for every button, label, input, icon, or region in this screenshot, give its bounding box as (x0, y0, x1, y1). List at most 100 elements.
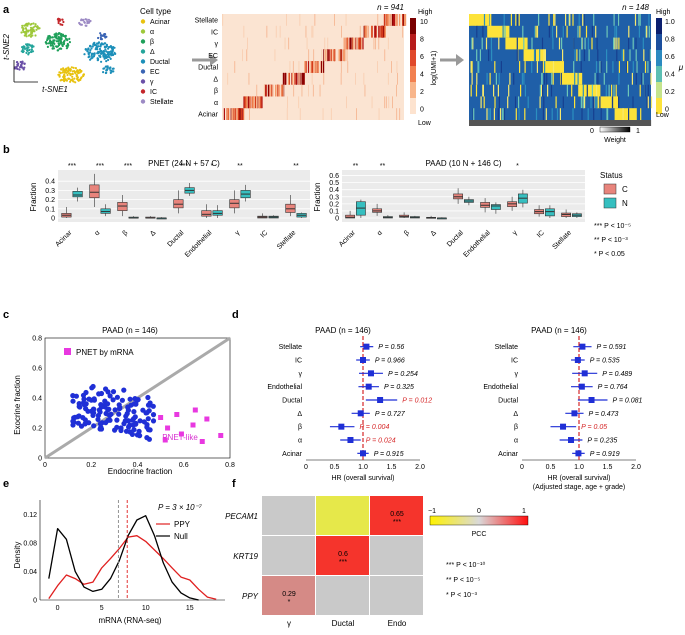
deconvolution-cell (502, 108, 504, 120)
deconvolution-cell (479, 49, 481, 62)
deconvolution-cell (647, 61, 649, 73)
significance-stars: * (211, 163, 214, 170)
paad-point (98, 390, 105, 397)
deconvolution-cell (644, 61, 647, 73)
expression-cell (284, 37, 286, 50)
expression-cell (371, 25, 373, 38)
pnet-point (199, 439, 205, 444)
deconvolution-cell (600, 61, 602, 73)
x-tick-label: 0.5 (546, 464, 556, 471)
expression-cell (303, 72, 305, 85)
deconvolution-cell (584, 96, 586, 109)
expression-cell (326, 49, 328, 62)
tsne-point (29, 28, 32, 32)
deconvolution-cell (648, 25, 650, 38)
paad-point (150, 418, 157, 424)
expression-cell (254, 96, 256, 109)
tsne-point (112, 70, 115, 73)
deconvolution-cell (518, 14, 520, 26)
deconvolution-cell (628, 25, 630, 38)
paad-point (141, 419, 147, 425)
expression-cell (277, 84, 279, 97)
x-tick-label: 0 (43, 462, 47, 469)
deconvolution-cell (490, 37, 492, 50)
paad-point (131, 416, 137, 422)
y-tick-label: 0 (33, 598, 37, 605)
tsne-point (107, 58, 110, 62)
deconvolution-cell (523, 37, 525, 50)
deconvolution-cell (603, 72, 605, 85)
tsne-point (102, 55, 105, 58)
deconvolution-cell (648, 14, 650, 26)
deconvolution-colorbar-tick: 0 (665, 107, 669, 114)
deconvolution-cell (544, 61, 546, 73)
tsne-point (102, 67, 105, 70)
category-label: α (376, 229, 384, 237)
forest-row-label: α (298, 438, 302, 445)
hr-pvalue: P = 0.081 (613, 398, 643, 405)
deconvolution-cell (554, 14, 556, 26)
expression-cell (308, 84, 309, 97)
deconvolution-block (596, 96, 619, 109)
boxplot-ylabel: Fraction (29, 183, 38, 212)
expression-cell (347, 37, 349, 50)
paad-point (136, 428, 142, 434)
x-tick-label: 0.8 (225, 462, 235, 469)
pcc-row-label: PPY (242, 592, 259, 601)
tsne-point (32, 45, 35, 48)
expression-cell (256, 84, 258, 97)
deconvolution-cell (485, 37, 488, 50)
expression-cell (323, 72, 325, 85)
correlation-heatmap: −1 0 1 PCC *** P < 10⁻¹⁰ ** P < 10⁻⁵ * P… (225, 496, 529, 628)
deconvolution-cell (583, 14, 585, 26)
expression-row-label: IC (211, 29, 218, 36)
deconvolution-cell (646, 96, 648, 109)
tsne-point (35, 28, 38, 31)
tsne-point (105, 69, 108, 72)
pcc-significance-1: *** P < 10⁻¹⁰ (446, 561, 485, 569)
paad-point (125, 407, 131, 413)
expression-cell (249, 108, 250, 120)
expression-cell (226, 108, 228, 120)
deconvolution-cell (534, 25, 536, 38)
deconvolution-cell (541, 37, 544, 50)
tsne-point (69, 69, 72, 72)
x-tick-label: 1.5 (387, 464, 397, 471)
tsne-point (82, 18, 85, 21)
expression-colorbar-tick: 6 (420, 54, 424, 61)
tsne-point (87, 56, 90, 59)
tsne-point (57, 32, 60, 36)
y-tick-label: 0.04 (23, 569, 37, 576)
y-tick-label: 0.4 (45, 179, 55, 186)
pnet-point (190, 422, 196, 428)
deconvolution-block (560, 72, 583, 85)
category-label: Ductal (166, 229, 185, 248)
tsne-point (112, 53, 115, 57)
deconvolution-cell (642, 72, 644, 85)
box-body (201, 210, 212, 217)
paad-point (119, 397, 125, 403)
pcc-row-label: PECAM1 (225, 512, 258, 521)
pcc-row-label: KRT19 (233, 552, 258, 561)
deconvolution-cell (586, 84, 588, 97)
paad-point (117, 405, 123, 412)
deconvolution-cell (541, 72, 543, 85)
deconvolution-cell (494, 96, 496, 109)
tsne-point (112, 46, 115, 49)
paad-point (76, 413, 82, 419)
deconvolution-cell (548, 14, 550, 26)
deconvolution-cell (642, 37, 644, 50)
expression-cell (291, 72, 294, 85)
paad-point (114, 417, 120, 423)
cell-type-label: Acinar (150, 19, 171, 26)
pnet-like-annotation: PNET-like (162, 433, 198, 442)
forest-row-label: IC (511, 358, 518, 365)
pcc-cell-value: 0.6 (338, 551, 348, 558)
hr-point (574, 357, 581, 363)
expression-colorbar-segment (410, 50, 416, 66)
tsne-point (51, 36, 54, 39)
tsne-point (59, 47, 62, 50)
tsne-point (107, 47, 110, 50)
tsne-point (80, 23, 83, 26)
